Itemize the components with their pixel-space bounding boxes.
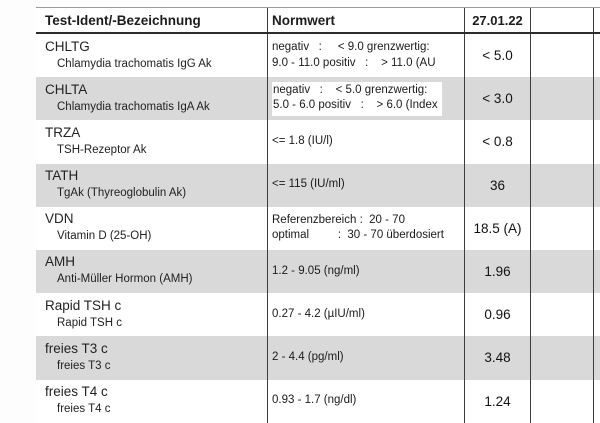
test-cell: VDN Vitamin D (25-OH) (36, 207, 267, 250)
test-ident: freies T4 c (45, 384, 108, 399)
result-value: 36 (489, 177, 506, 193)
normwert-cell: <= 1.8 (IU/l) (267, 120, 464, 164)
table-body: CHLTG Chlamydia trachomatis IgG Ak negat… (36, 34, 600, 423)
empty-cell (530, 77, 593, 121)
right-rule-cell (593, 379, 600, 423)
result-cell: 0.96 (464, 293, 530, 337)
empty-cell (530, 206, 593, 250)
result-value: 0.96 (484, 307, 511, 323)
test-ident: TATH (45, 168, 79, 184)
result-value: 1.96 (484, 264, 511, 280)
test-name: Vitamin D (25-OH) (57, 230, 152, 243)
result-cell: 36 (464, 163, 530, 207)
normwert-text: 1.2 - 9.05 (ng/ml) (272, 264, 360, 277)
test-name: Rapid TSH c (57, 316, 122, 329)
normwert-text: 0.93 - 1.7 (ng/dl) (272, 394, 357, 407)
table-row: AMH Anti-Müller Hormon (AMH) 1.2 - 9.05 … (36, 249, 600, 294)
empty-cell (530, 34, 593, 78)
result-cell: 18.5 (A) (464, 206, 530, 250)
test-name: freies T4 c (57, 403, 111, 415)
lab-results-table: Test-Ident/-Bezeichnung Normwert 27.01.2… (36, 7, 600, 423)
normwert-text: <= 115 (IU/ml) (272, 178, 345, 191)
table-row: VDN Vitamin D (25-OH) Referenzbereich : … (36, 206, 600, 250)
normwert-text: 0.27 - 4.2 (µIU/ml) (272, 307, 365, 320)
result-value: < 3.0 (482, 91, 513, 107)
header-right-rule (593, 8, 600, 32)
right-rule-cell (593, 206, 600, 250)
right-rule-cell (593, 163, 600, 207)
test-name: freies T3 c (57, 359, 111, 372)
result-cell: 3.48 (464, 336, 530, 380)
right-rule-cell (593, 336, 600, 380)
test-cell: CHLTA Chlamydia trachomatis IgA Ak (36, 77, 267, 120)
header-date: 27.01.22 (464, 8, 530, 32)
normwert-cell: 2 - 4.4 (pg/ml) (267, 336, 464, 380)
test-ident: Rapid TSH c (45, 297, 122, 313)
test-cell: freies T4 c freies T4 c (36, 380, 267, 423)
right-rule-cell (593, 34, 600, 78)
empty-cell (530, 120, 593, 164)
normwert-text: 2 - 4.4 (pg/ml) (272, 351, 344, 364)
right-rule-cell (593, 249, 600, 294)
normwert-text: negativ : < 5.0 grenzwertig: 5.0 - 6.0 po… (272, 81, 442, 116)
empty-cell (530, 293, 593, 337)
right-rule-cell (593, 120, 600, 164)
result-cell: 1.96 (464, 249, 530, 294)
test-cell: Rapid TSH c Rapid TSH c (36, 293, 267, 336)
result-value: 3.48 (484, 350, 511, 366)
result-value: < 0.8 (482, 134, 513, 150)
header-test-ident: Test-Ident/-Bezeichnung (45, 13, 201, 28)
normwert-cell: 0.27 - 4.2 (µIU/ml) (267, 293, 464, 337)
normwert-text: negativ : < 9.0 grenzwertig: 9.0 - 11.0 p… (272, 41, 436, 69)
header-normwert: Normwert (267, 8, 464, 32)
normwert-cell: <= 115 (IU/ml) (267, 163, 464, 207)
test-name: Anti-Müller Hormon (AMH) (57, 273, 193, 286)
normwert-cell: negativ : < 9.0 grenzwertig: 9.0 - 11.0 p… (267, 34, 464, 78)
test-ident: CHLTG (45, 38, 90, 54)
right-rule-cell (593, 77, 600, 121)
test-cell: freies T3 c freies T3 c (36, 336, 267, 379)
result-value: 18.5 (A) (473, 220, 522, 236)
empty-cell (530, 249, 593, 294)
empty-cell (530, 336, 593, 380)
test-cell: AMH Anti-Müller Hormon (AMH) (36, 250, 267, 293)
empty-cell (530, 379, 593, 423)
test-ident: AMH (45, 254, 75, 270)
test-name: Chlamydia trachomatis IgA Ak (57, 100, 210, 113)
table-row: TATH TgAk (Thyreoglobulin Ak) <= 115 (IU… (36, 163, 600, 207)
table-row: CHLTA Chlamydia trachomatis IgA Ak negat… (36, 77, 600, 121)
empty-cell (530, 163, 593, 207)
table-row: freies T4 c freies T4 c 0.93 - 1.7 (ng/d… (36, 379, 600, 423)
table-row: CHLTG Chlamydia trachomatis IgG Ak negat… (36, 34, 600, 78)
table-row: freies T3 c freies T3 c 2 - 4.4 (pg/ml) … (36, 336, 600, 380)
right-rule-cell (593, 293, 600, 337)
normwert-cell: negativ : < 5.0 grenzwertig: 5.0 - 6.0 po… (267, 77, 464, 121)
result-cell: < 0.8 (464, 120, 530, 164)
normwert-cell: Referenzbereich : 20 - 70 optimal : 30 - … (267, 206, 464, 250)
header-empty-column (530, 8, 593, 32)
table-header-row: Test-Ident/-Bezeichnung Normwert 27.01.2… (36, 8, 600, 34)
test-cell: CHLTG Chlamydia trachomatis IgG Ak (36, 34, 267, 77)
result-cell: < 5.0 (464, 34, 530, 78)
result-cell: 1.24 (464, 379, 530, 423)
test-cell: TRZA TSH-Rezeptor Ak (36, 120, 267, 163)
test-ident: freies T3 c (45, 340, 108, 356)
result-value: 1.24 (484, 393, 511, 409)
test-ident: TRZA (45, 124, 81, 140)
test-cell: TATH TgAk (Thyreoglobulin Ak) (36, 164, 267, 207)
test-ident: VDN (45, 211, 74, 227)
normwert-cell: 1.2 - 9.05 (ng/ml) (267, 249, 464, 294)
test-ident: CHLTA (45, 81, 88, 97)
normwert-text: Referenzbereich : 20 - 70 optimal : 30 - … (272, 213, 444, 242)
normwert-text: <= 1.8 (IU/l) (272, 135, 333, 148)
test-name: Chlamydia trachomatis IgG Ak (57, 57, 212, 70)
result-cell: < 3.0 (464, 77, 530, 121)
table-row: TRZA TSH-Rezeptor Ak <= 1.8 (IU/l) < 0.8 (36, 120, 600, 164)
test-name: TSH-Rezeptor Ak (57, 143, 147, 156)
table-row: Rapid TSH c Rapid TSH c 0.27 - 4.2 (µIU/… (36, 293, 600, 337)
result-value: < 5.0 (482, 48, 513, 64)
normwert-cell: 0.93 - 1.7 (ng/dl) (267, 379, 464, 423)
test-name: TgAk (Thyreoglobulin Ak) (57, 187, 187, 200)
